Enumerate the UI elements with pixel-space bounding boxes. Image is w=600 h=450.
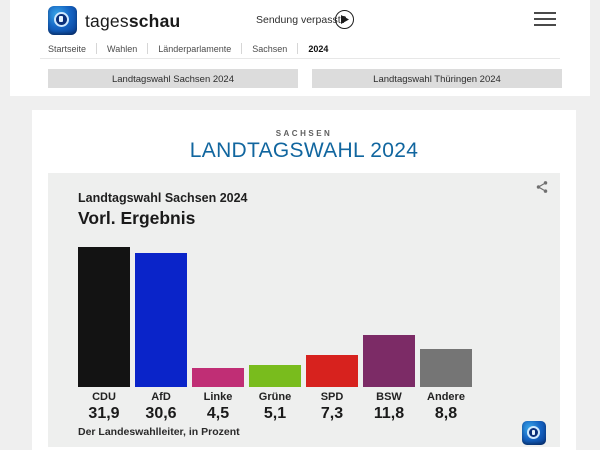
bar-spd xyxy=(306,355,358,388)
bar-value-linke: 4,5 xyxy=(206,405,230,423)
breadcrumb: Startseite Wahlen Länderparlamente Sachs… xyxy=(48,43,338,54)
breadcrumb-2024[interactable]: 2024 xyxy=(308,43,329,54)
bar-label-cdu: CDU xyxy=(92,391,116,404)
brand-regular: tages xyxy=(85,11,129,31)
breadcrumb-separator xyxy=(96,43,98,54)
share-icon[interactable] xyxy=(535,180,549,194)
bar-column-linke: Linke 4,5 xyxy=(192,367,244,423)
globe-icon xyxy=(54,12,69,27)
breadcrumb-separator xyxy=(147,43,149,54)
bar-label-bsw: BSW xyxy=(376,391,402,404)
bar-linke xyxy=(192,367,244,388)
breadcrumb-laenderparlamente[interactable]: Länderparlamente xyxy=(158,43,232,54)
brand-wordmark[interactable]: tagesschau xyxy=(85,11,180,32)
page-title: LANDTAGSWAHL 2024 xyxy=(189,139,419,162)
bar-grüne xyxy=(249,364,301,388)
main-content: SACHSEN LANDTAGSWAHL 2024 Landtagswahl S… xyxy=(32,110,576,450)
bar-bsw xyxy=(363,335,415,388)
chart-source: Der Landeswahlleiter, in Prozent xyxy=(78,426,240,438)
sendung-verpasst-link[interactable]: Sendung verpasst? xyxy=(256,14,347,26)
breadcrumb-wahlen[interactable]: Wahlen xyxy=(107,43,138,54)
tab-landtagswahl-sachsen[interactable]: Landtagswahl Sachsen 2024 xyxy=(48,69,298,88)
bar-value-andere: 8,8 xyxy=(434,405,458,423)
bar-afd xyxy=(135,252,187,388)
bar-value-grüne: 5,1 xyxy=(263,405,287,423)
tagesschau-logo-icon[interactable] xyxy=(48,6,77,35)
bar-value-cdu: 31,9 xyxy=(88,405,120,423)
bar-column-spd: SPD 7,3 xyxy=(306,355,358,423)
brand-bold: schau xyxy=(128,11,181,31)
chart-subtitle: Vorl. Ergebnis xyxy=(78,208,196,228)
breadcrumb-startseite[interactable]: Startseite xyxy=(48,43,87,54)
bar-column-grüne: Grüne 5,1 xyxy=(249,364,301,423)
bar-value-spd: 7,3 xyxy=(320,405,344,423)
breadcrumb-sachsen[interactable]: Sachsen xyxy=(252,43,288,54)
header-divider xyxy=(40,58,560,59)
breadcrumb-separator xyxy=(241,43,243,54)
bar-column-cdu: CDU 31,9 xyxy=(78,246,130,423)
bar-chart: CDU 31,9 AfD 30,6 Linke 4,5 Grüne 5,1 SPD 7,3 BSW 1… xyxy=(78,246,472,423)
bar-column-afd: AfD 30,6 xyxy=(135,252,187,423)
breadcrumb-separator xyxy=(297,43,299,54)
bar-cdu xyxy=(78,246,130,388)
bar-label-afd: AfD xyxy=(151,391,171,404)
bar-andere xyxy=(420,348,472,388)
chart-title: Landtagswahl Sachsen 2024 xyxy=(78,191,248,205)
bar-value-bsw: 11,8 xyxy=(373,405,405,423)
play-icon[interactable] xyxy=(335,10,354,29)
tagesschau-logo-icon-small xyxy=(522,421,546,445)
header: tagesschau Sendung verpasst? Startseite … xyxy=(10,0,590,96)
bar-label-linke: Linke xyxy=(203,391,233,404)
bar-value-afd: 30,6 xyxy=(145,405,177,423)
bar-column-andere: Andere 8,8 xyxy=(420,348,472,423)
globe-icon xyxy=(527,426,540,439)
election-chart-card: Landtagswahl Sachsen 2024 Vorl. Ergebnis… xyxy=(48,173,560,447)
menu-icon[interactable] xyxy=(534,12,556,29)
section-kicker: SACHSEN xyxy=(275,129,333,138)
tab-landtagswahl-thueringen[interactable]: Landtagswahl Thüringen 2024 xyxy=(312,69,562,88)
bar-column-bsw: BSW 11,8 xyxy=(363,335,415,423)
bar-label-spd: SPD xyxy=(320,391,344,404)
bar-label-grüne: Grüne xyxy=(258,391,292,404)
bar-label-andere: Andere xyxy=(427,391,465,404)
